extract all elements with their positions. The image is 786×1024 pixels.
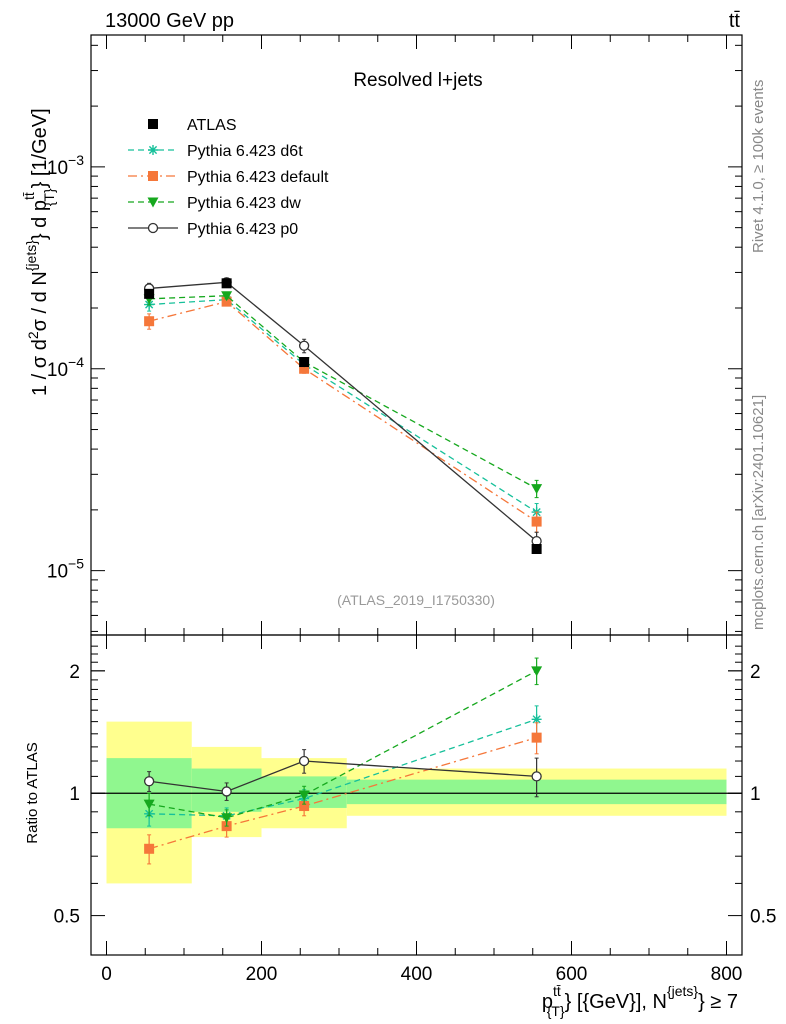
ratio-plot-content [91, 657, 742, 884]
data-point [531, 484, 543, 495]
ratio-point [531, 732, 542, 743]
legend-marker [148, 119, 158, 129]
rivet-label: Rivet 4.1.0, ≥ 100k events [750, 80, 767, 253]
legend-label: Pythia 6.423 p0 [187, 221, 298, 238]
main-y-axis-label: 1 / σ d2σ / d N{jets}} d ptt̄ {T}} [1/GeV… [21, 108, 57, 396]
data-point [299, 357, 310, 368]
ratio-point [298, 790, 310, 801]
ratio-point [143, 776, 155, 787]
series-line-4 [149, 281, 538, 542]
data-point [144, 316, 155, 327]
data-point [531, 516, 542, 527]
energy-label: 13000 GeV pp [105, 10, 234, 32]
ratio-y-tick-label-right: 0.5 [750, 907, 776, 928]
ratio-panel: 0.5 0.5 1 1 2 2 0 200 400 600 800 Ratio to ATLAS p… [24, 634, 776, 1019]
data-point [531, 544, 542, 555]
x-tick-label: 400 [401, 964, 433, 985]
x-tick-label: 600 [556, 964, 588, 985]
data-point [221, 291, 233, 302]
legend-marker [148, 171, 158, 181]
main-y-tick-label: 10−5 [47, 556, 84, 583]
process-label: tt̄ [729, 10, 741, 32]
ratio-point [531, 666, 543, 677]
ratio-y-tick-label-left: 2 [69, 662, 80, 683]
mcplots-label: mcplots.cern.ch [arXiv:2401.10621] [750, 395, 767, 630]
ratio-y-tick-label-right: 1 [750, 784, 761, 805]
ratio-series-line-2 [149, 670, 537, 819]
ratio-series-line-1 [148, 737, 537, 850]
main-plot-content [143, 277, 543, 555]
ratio-y-tick-label-left: 0.5 [54, 907, 80, 928]
x-tick-label: 0 [101, 964, 112, 985]
data-point [298, 340, 310, 351]
main-y-tick-label: 10−4 [47, 354, 84, 381]
data-point [144, 288, 155, 299]
ratio-y-tick-label-left: 1 [69, 784, 80, 805]
analysis-id: (ATLAS_2019_I1750330) [337, 592, 495, 608]
series-line-3 [149, 295, 537, 490]
main-axes: 10−5 10−4 10−3 [47, 35, 742, 635]
data-point [221, 296, 232, 307]
ratio-series-line-3 [149, 760, 537, 793]
series-line-2 [148, 300, 537, 523]
ratio-point [298, 755, 310, 767]
x-tick-label: 800 [711, 964, 743, 985]
main-panel: 10−5 10−4 10−3 Resolved l+jets (ATLAS_2019… [21, 34, 743, 636]
data-point [299, 363, 310, 374]
ratio-point [221, 813, 233, 824]
legend-marker [147, 197, 159, 208]
x-axis-label: ptt̄ {T}} [{GeV}], N{jets}} ≥ 7 [542, 983, 738, 1019]
legend: ATLAS Pythia 6.423 d6t Pythia 6.423 defaul… [128, 117, 329, 238]
ratio-y-axis-label: Ratio to ATLAS [24, 742, 41, 843]
ratio-axes: 0.5 0.5 1 1 2 2 0 200 400 600 800 [54, 635, 776, 985]
x-tick-label: 200 [246, 964, 278, 985]
ratio-point [299, 801, 310, 812]
main-y-tick-label: 10−3 [47, 152, 84, 179]
ratio-point [531, 771, 542, 782]
legend-marker [148, 145, 158, 155]
legend-label: Pythia 6.423 d6t [187, 143, 303, 160]
legend-label: ATLAS [187, 117, 237, 134]
legend-label: Pythia 6.423 default [187, 169, 329, 186]
data-point [221, 278, 232, 289]
legend-marker [147, 222, 159, 234]
ratio-point [531, 714, 542, 725]
ratio-point [144, 843, 155, 854]
legend-label: Pythia 6.423 dw [187, 195, 301, 212]
ratio-y-tick-label-right: 2 [750, 662, 761, 683]
ratio-point [143, 799, 155, 810]
ratio-point [221, 786, 232, 797]
chart-title: Resolved l+jets [353, 70, 482, 91]
